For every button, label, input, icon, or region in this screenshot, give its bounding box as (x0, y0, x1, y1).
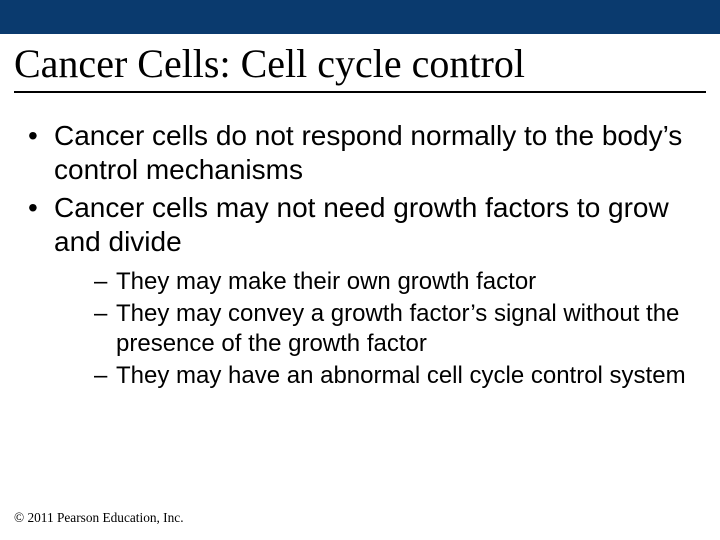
list-item: They may make their own growth factor (94, 267, 698, 297)
bullet-text: Cancer cells do not respond normally to … (54, 120, 682, 185)
bullet-list: Cancer cells do not respond normally to … (22, 119, 698, 259)
list-item: They may have an abnormal cell cycle con… (94, 361, 698, 391)
title-container: Cancer Cells: Cell cycle control (14, 34, 706, 93)
list-item: Cancer cells do not respond normally to … (22, 119, 698, 187)
bullet-text: They may have an abnormal cell cycle con… (116, 362, 686, 389)
sub-bullet-list: They may make their own growth factor Th… (76, 267, 698, 391)
slide-title: Cancer Cells: Cell cycle control (14, 40, 706, 87)
copyright-footer: © 2011 Pearson Education, Inc. (14, 510, 184, 526)
content-area: Cancer cells do not respond normally to … (0, 93, 720, 391)
bullet-text: They may make their own growth factor (116, 268, 536, 295)
list-item: They may convey a growth factor’s signal… (94, 299, 698, 359)
bullet-text: They may convey a growth factor’s signal… (116, 300, 679, 357)
bullet-text: Cancer cells may not need growth factors… (54, 192, 669, 257)
header-bar (0, 0, 720, 34)
sub-bullet-block: They may make their own growth factor Th… (22, 267, 698, 391)
list-item: Cancer cells may not need growth factors… (22, 191, 698, 259)
